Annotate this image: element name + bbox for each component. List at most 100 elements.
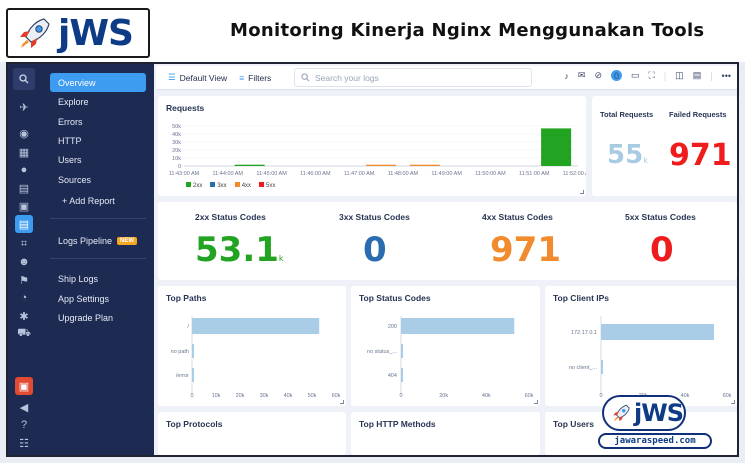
monitor-icon[interactable]: ▭ [631, 70, 640, 80]
columns-icon[interactable]: ◫ [675, 70, 684, 80]
rocket-rail-icon[interactable]: ✈ [19, 101, 29, 114]
total-requests-label: Total Requests [600, 110, 654, 119]
x-tick-label: 11:43:00 AM [169, 171, 200, 177]
x-tick-label: 11:47:00 AM [344, 171, 375, 177]
bar-4xx [409, 164, 440, 166]
rocket-icon [20, 18, 50, 48]
resize-handle[interactable] [534, 400, 538, 404]
nav-divider [50, 258, 146, 259]
document-icon[interactable]: ▤ [15, 215, 33, 233]
new-badge: NEW [117, 236, 138, 245]
panel-icon[interactable]: ▤ [692, 70, 702, 80]
nav-errors[interactable]: Errors [58, 116, 83, 127]
bar-2xx [541, 128, 572, 166]
top-client-ips-chart: 020k40k60k172.17.0.1no client_... [569, 316, 732, 399]
3xx-value: 0 [363, 230, 387, 270]
category-label: / [187, 324, 189, 330]
top-status-codes-card: Top Status Codes 0 20k 40k 60k 200 no status_… [351, 286, 540, 406]
nav-explore[interactable]: Explore [58, 96, 89, 107]
x-tick-label: 11:45:00 AM [256, 171, 287, 177]
binoculars-icon[interactable]: ◉ [19, 127, 29, 140]
app-window: ✈ ◉ ▦ ● ▤ ▣ ▤ ⌗ ☻ ⚑ ◔ ✱ ⛟ ▣ ◀ ? ☷ Overvi… [6, 62, 739, 457]
clock-icon[interactable]: ◔ [20, 292, 28, 304]
banner: jWS Monitoring Kinerja Nginx Menggunakan… [0, 0, 745, 62]
bar-2xx [234, 164, 265, 166]
search-input[interactable]: Search your logs [294, 68, 532, 87]
rail-search-icon[interactable] [13, 68, 35, 90]
nav-sources[interactable]: Sources [58, 174, 92, 185]
category-label: 172.17.0.1 [571, 330, 597, 336]
top-status-codes-title: Top Status Codes [359, 293, 431, 303]
5xx-value: 0 [650, 230, 674, 270]
bar [192, 368, 194, 382]
resize-handle[interactable] [580, 190, 584, 194]
bar [192, 344, 194, 358]
bar [601, 324, 714, 340]
bar [401, 318, 515, 334]
y-tick-label: 30k [172, 140, 181, 146]
nav-logs-pipeline[interactable]: Logs Pipeline NEW [50, 231, 146, 250]
mail-icon[interactable]: ✉ [577, 70, 586, 80]
fullscreen-icon[interactable]: ⛶ [648, 70, 655, 80]
top-paths-card: Top Paths 0 10k 20k 30k 40k 50k 60k / no path/er… [158, 286, 346, 406]
x-tick-label: 60k [723, 393, 732, 399]
bell-icon[interactable]: ♪ [564, 70, 569, 81]
top-users-title: Top Users [553, 419, 594, 429]
nav-app-settings[interactable]: App Settings [58, 293, 110, 304]
toolbar-divider: | [663, 70, 667, 81]
x-tick-label: 60k [525, 393, 534, 399]
mute-icon[interactable]: ⊘ [594, 70, 602, 80]
help-icon[interactable]: ? [20, 419, 28, 431]
x-tick-label: 11:49:00 AM [431, 171, 462, 177]
banner-title: Monitoring Kinerja Nginx Menggunakan Too… [230, 20, 705, 41]
nav-overview[interactable]: Overview [50, 73, 146, 92]
top-http-methods-card: Top HTTP Methods [351, 412, 540, 455]
bar [601, 360, 603, 374]
megaphone-icon[interactable]: ◀ [19, 401, 29, 414]
add-report-button[interactable]: + Add Report [62, 195, 115, 206]
x-tick-label: 11:48:00 AM [388, 171, 419, 177]
x-tick-label: 30k [260, 393, 269, 399]
default-view-button[interactable]: ☰ Default View [168, 72, 227, 83]
resize-handle[interactable] [731, 400, 735, 404]
nav-upgrade-plan[interactable]: Upgrade Plan [58, 312, 114, 323]
calendar-icon[interactable]: ▤ [18, 182, 30, 195]
notification-count[interactable]: 0 [611, 70, 622, 81]
logs-pipeline-label: Logs Pipeline [58, 235, 113, 246]
dollar-icon[interactable]: ● [20, 164, 28, 176]
gift-icon[interactable]: ▣ [15, 377, 33, 395]
top-client-ips-card: Top Client IPs 020k40k60k172.17.0.1no cl… [545, 286, 737, 406]
nav-http[interactable]: HTTP [58, 135, 82, 146]
failed-requests-label: Failed Requests [669, 110, 727, 119]
bug-icon[interactable]: ✱ [19, 310, 29, 323]
flag-icon[interactable]: ⚑ [19, 274, 29, 287]
filters-button[interactable]: ≡ Filters [239, 73, 271, 83]
x-tick-label: 0 [599, 393, 602, 399]
5xx-label: 5xx Status Codes [625, 212, 696, 222]
requests-card: Requests 50k 40k 30k 20k 10k 0 11:43:00 AM 11:4… [158, 96, 586, 196]
category-label: /error [176, 373, 189, 379]
grid-icon[interactable]: ▦ [18, 146, 30, 159]
requests-legend: 2xx 3xx 4xx 5xx [186, 182, 275, 189]
nav-ship-logs[interactable]: Ship Logs [58, 273, 99, 284]
car-icon[interactable]: ⛟ [17, 327, 31, 339]
more-menu-icon[interactable]: ••• [721, 70, 731, 81]
image-icon[interactable]: ▣ [18, 200, 30, 213]
bar [401, 344, 403, 358]
top-protocols-title: Top Protocols [166, 419, 223, 429]
y-tick-label: 40k [172, 132, 181, 138]
top-protocols-card: Top Protocols [158, 412, 346, 455]
resize-handle[interactable] [340, 400, 344, 404]
x-tick-label: 60k [332, 393, 341, 399]
category-label: 200 [388, 324, 397, 330]
bar [401, 368, 403, 382]
watermark: jWS jawaraspeed.com [596, 395, 716, 453]
nav-users[interactable]: Users [58, 154, 82, 165]
icon-rail: ✈ ◉ ▦ ● ▤ ▣ ▤ ⌗ ☻ ⚑ ◔ ✱ ⛟ ▣ ◀ ? ☷ [8, 64, 42, 455]
toolbar: ☰ Default View ≡ Filters Search your log… [156, 66, 737, 90]
robot-icon[interactable]: ☻ [18, 256, 30, 268]
team-icon[interactable]: ☷ [19, 437, 29, 450]
nav-divider [50, 218, 146, 219]
scan-icon[interactable]: ⌗ [20, 237, 28, 250]
x-tick-label: 40k [482, 393, 491, 399]
